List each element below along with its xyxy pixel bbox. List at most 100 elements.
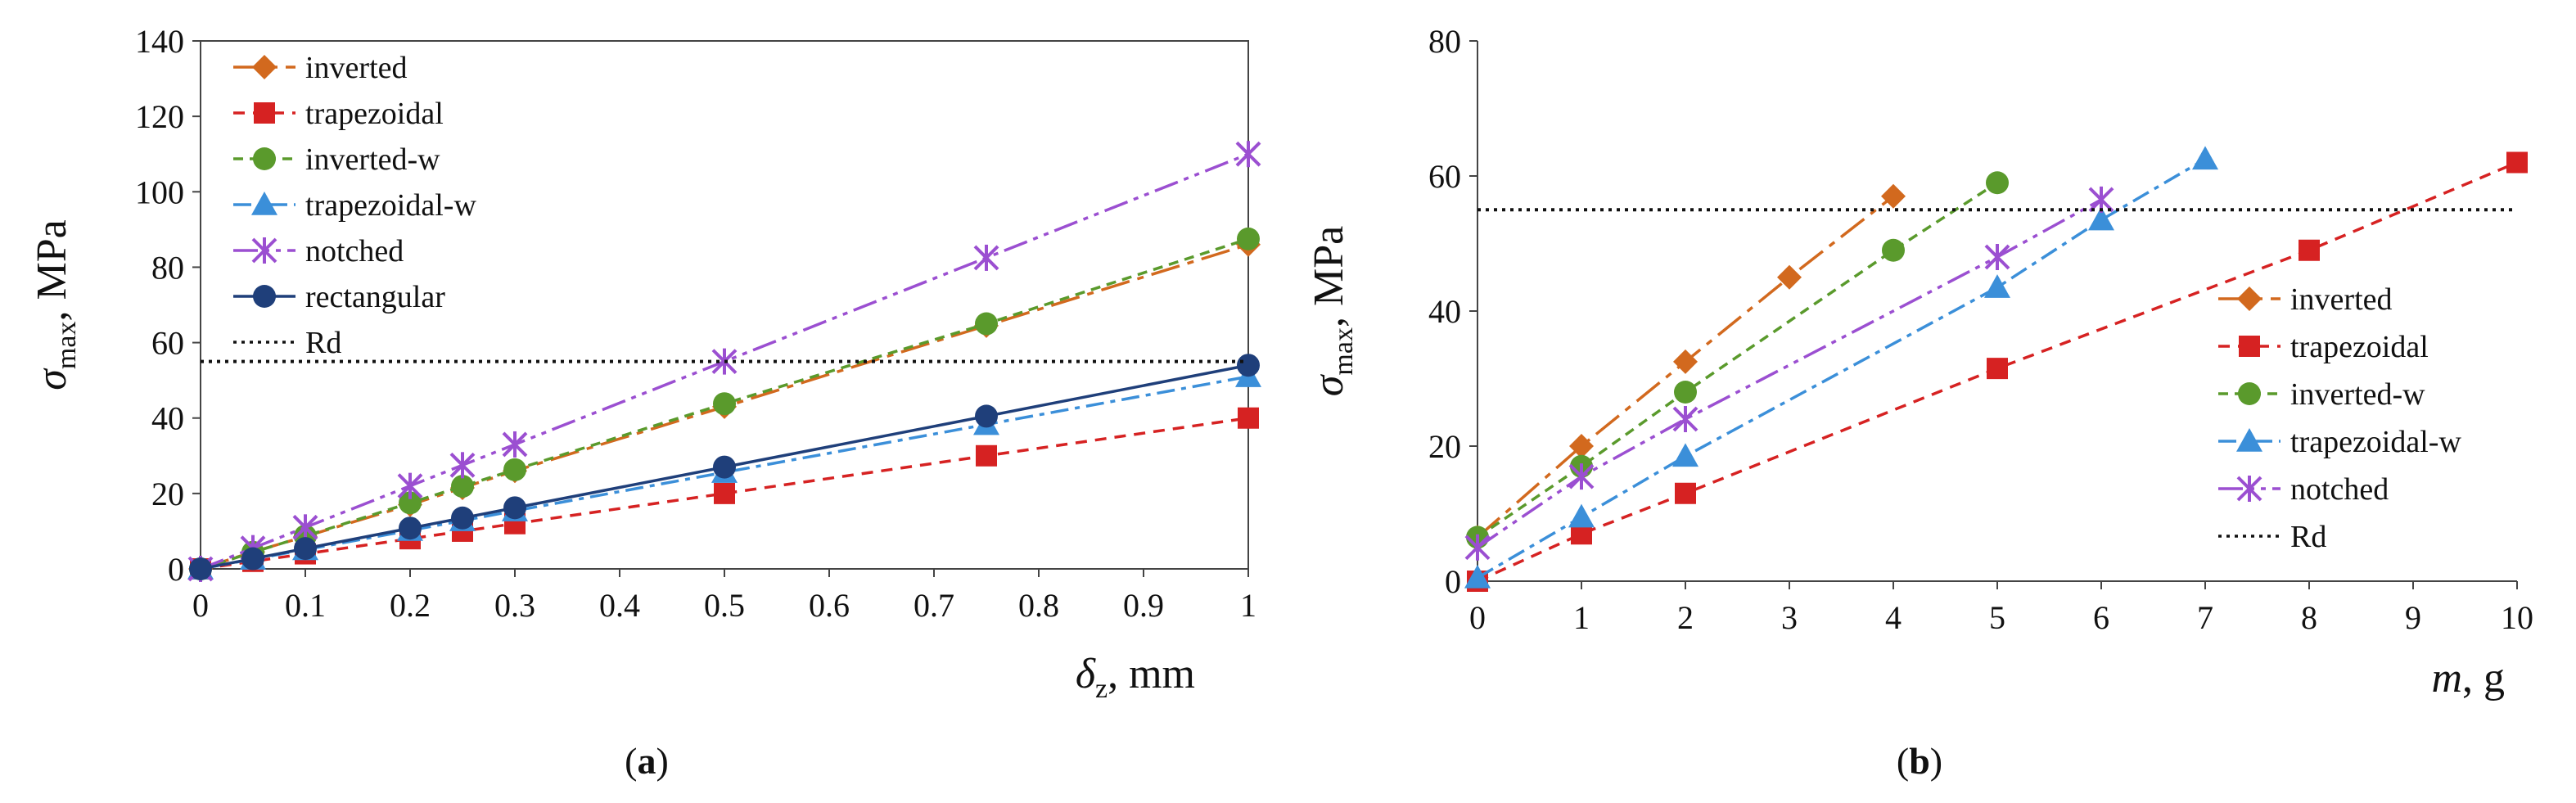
data-point <box>449 452 476 479</box>
x-tick-label: 0.3 <box>494 587 535 624</box>
data-point <box>399 491 422 515</box>
legend-item: Rd <box>2218 520 2326 554</box>
data-point <box>294 537 317 561</box>
x-tick-label: 0.7 <box>914 587 954 624</box>
x-tick-label: 8 <box>2301 599 2317 636</box>
legend-item: inverted-w <box>2218 377 2425 412</box>
legend-item: trapezoidal-w <box>233 188 476 223</box>
x-tick-label: 1 <box>1240 587 1256 624</box>
series-trapezoidal-w <box>1464 146 2218 589</box>
data-point <box>503 496 526 520</box>
data-point <box>713 392 736 416</box>
legend-label: rectangular <box>305 280 445 314</box>
data-point <box>503 458 526 481</box>
data-point <box>2088 206 2114 231</box>
legend-marker <box>2237 286 2262 311</box>
data-point <box>1672 406 1699 432</box>
x-tick-label: 9 <box>2405 599 2421 636</box>
legend-item: notched <box>233 234 404 268</box>
legend: inverted trapezoidal inverted-w trapezoidal… <box>233 51 476 360</box>
data-point <box>1881 183 1906 209</box>
x-tick-label: 0 <box>1469 599 1486 636</box>
legend-item: trapezoidal <box>233 97 444 131</box>
legend-marker <box>2238 382 2261 405</box>
x-tick-label: 0.9 <box>1123 587 1164 624</box>
data-point <box>1237 227 1260 250</box>
data-point <box>1984 244 2010 270</box>
y-tick-label: 0 <box>1445 563 1461 600</box>
x-tick-label: 7 <box>2197 599 2213 636</box>
x-tick-label: 0.6 <box>809 587 850 624</box>
data-point <box>1777 264 1802 290</box>
legend-label: inverted <box>2290 282 2393 317</box>
data-point <box>399 517 422 540</box>
y-tick-label: 20 <box>151 476 184 512</box>
legend-label: Rd <box>305 326 341 360</box>
data-point <box>1235 141 1261 168</box>
x-tick-label: 2 <box>1677 599 1694 636</box>
data-point <box>2192 146 2218 170</box>
data-point <box>1672 443 1699 467</box>
legend-label: Rd <box>2290 520 2326 554</box>
panel-caption: (a) <box>625 740 669 782</box>
legend-marker <box>253 147 276 170</box>
data-point <box>1987 358 2008 380</box>
legend-label: inverted <box>305 51 408 85</box>
legend-item: trapezoidal <box>2218 330 2429 364</box>
x-tick-label: 4 <box>1885 599 1902 636</box>
x-axis-title: δz, mm <box>1076 651 1195 704</box>
legend-marker <box>251 237 277 264</box>
data-point <box>713 455 736 479</box>
data-point <box>451 506 474 530</box>
legend-marker <box>2236 428 2262 452</box>
series-notched <box>1464 186 2114 561</box>
legend-marker <box>2236 476 2262 502</box>
legend-item: inverted-w <box>233 142 440 177</box>
x-tick-label: 5 <box>1989 599 2005 636</box>
data-point <box>1568 463 1595 490</box>
legend-label: trapezoidal <box>305 97 444 131</box>
data-point <box>1237 354 1260 377</box>
series-inverted-w <box>1466 171 2009 549</box>
legend-marker <box>251 192 277 215</box>
chart-panel-b: 0 1 2 3 4 5 6 7 8 9 10 0 20 40 60 80 inverted trapezoidal… <box>1306 23 2533 782</box>
y-tick-label: 40 <box>151 400 184 437</box>
data-point <box>1675 482 1696 504</box>
series-rectangular <box>189 354 1260 580</box>
legend-item: inverted <box>233 51 408 85</box>
data-point <box>2299 239 2320 261</box>
legend-label: trapezoidal <box>2290 330 2429 364</box>
data-point <box>451 475 474 498</box>
x-tick-label: 10 <box>2501 599 2533 636</box>
series-trapezoidal <box>1467 151 2528 592</box>
x-tick-label: 0.4 <box>599 587 640 624</box>
legend: inverted trapezoidal inverted-w trapezoidal… <box>2218 282 2461 554</box>
series-line <box>1477 157 2206 580</box>
legend-item: Rd <box>233 326 341 360</box>
legend-label: inverted-w <box>2290 377 2425 412</box>
chart-panel-a: 0 0.1 0.2 0.3 0.4 0.5 0.6 0.7 0.8 0.9 1 0 20 40 60 80 10… <box>29 23 1261 782</box>
data-point <box>1238 407 1259 429</box>
data-point <box>1569 434 1594 458</box>
series-inverted <box>1465 183 1906 550</box>
y-tick-label: 20 <box>1428 428 1461 465</box>
series-line <box>1477 181 1998 539</box>
data-point <box>1674 381 1697 404</box>
legend-marker <box>2239 336 2260 357</box>
legend-label: trapezoidal-w <box>2290 425 2461 459</box>
series-line <box>200 237 1249 571</box>
data-point <box>1984 274 2010 298</box>
data-point <box>502 431 528 458</box>
x-axis-title: m, g <box>2431 655 2505 701</box>
x-tick-label: 0.5 <box>704 587 745 624</box>
data-point <box>1464 534 1491 561</box>
x-tick-label: 0.1 <box>285 587 326 624</box>
y-tick-label: 0 <box>168 551 184 588</box>
data-point <box>397 472 423 499</box>
data-point <box>973 244 999 271</box>
y-tick-label: 120 <box>135 98 184 135</box>
y-tick-label: 40 <box>1428 293 1461 330</box>
legend-marker <box>253 285 276 308</box>
y-tick-label: 60 <box>151 325 184 362</box>
x-tick-label: 0.2 <box>390 587 431 624</box>
